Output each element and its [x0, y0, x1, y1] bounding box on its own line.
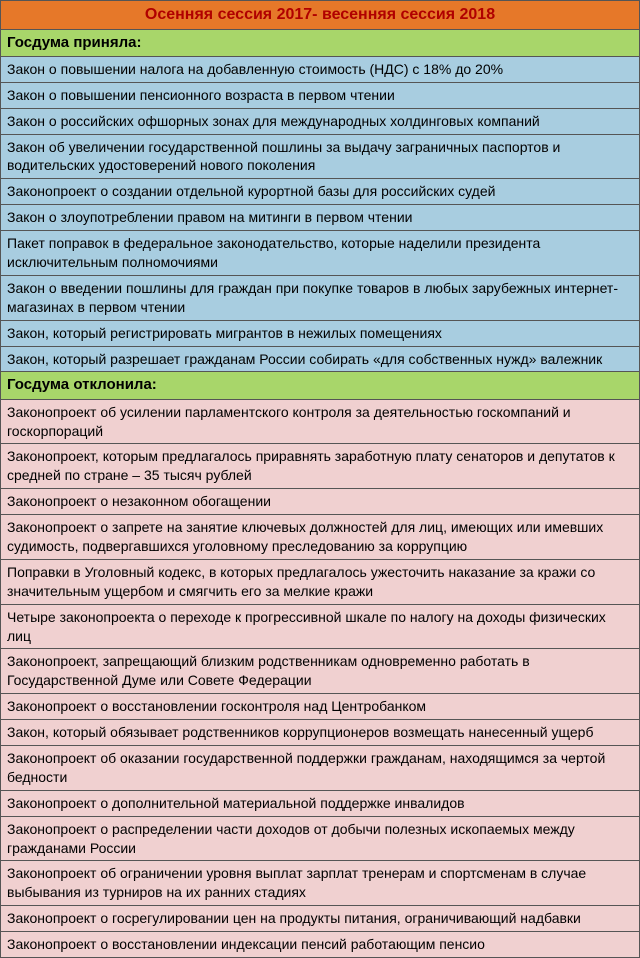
accepted-row: Закон, который разрешает гражданам Росси… [1, 346, 640, 372]
rejected-row: Закон, который обязывает родственников к… [1, 720, 640, 746]
laws-table: Осенняя сессия 2017- весенняя сессия 201… [0, 0, 640, 958]
rejected-row: Законопроект о распределении части доход… [1, 816, 640, 861]
section-accepted-header: Госдума приняла: [1, 29, 640, 56]
rejected-row: Законопроект, которым предлагалось прира… [1, 444, 640, 489]
rejected-row: Законопроект, запрещающий близким родств… [1, 649, 640, 694]
rejected-row: Законопроект о дополнительной материальн… [1, 790, 640, 816]
rejected-row: Законопроект об ограничении уровня выпла… [1, 861, 640, 906]
rejected-row: Четыре законопроекта о переходе к прогре… [1, 604, 640, 649]
accepted-row: Пакет поправок в федеральное законодател… [1, 231, 640, 276]
accepted-row: Закон о российских офшорных зонах для ме… [1, 108, 640, 134]
rejected-row: Законопроект о восстановлении госконтрол… [1, 694, 640, 720]
rejected-row: Поправки в Уголовный кодекс, в которых п… [1, 559, 640, 604]
accepted-row: Закон, который регистрировать мигрантов … [1, 320, 640, 346]
table-title: Осенняя сессия 2017- весенняя сессия 201… [1, 1, 640, 30]
rejected-row: Законопроект о госрегулировании цен на п… [1, 906, 640, 932]
section-rejected-header: Госдума отклонила: [1, 372, 640, 399]
rejected-row: Законопроект об усилении парламентского … [1, 399, 640, 444]
rejected-row: Законопроект о запрете на занятие ключев… [1, 515, 640, 560]
accepted-row: Закон о повышении пенсионного возраста в… [1, 82, 640, 108]
accepted-row: Закон о злоупотреблении правом на митинг… [1, 205, 640, 231]
accepted-row: Закон об увеличении государственной пошл… [1, 134, 640, 179]
rejected-row: Законопроект об оказании государственной… [1, 746, 640, 791]
rejected-row: Законопроект о незаконном обогащении [1, 489, 640, 515]
accepted-row: Законопроект о создании отдельной курорт… [1, 179, 640, 205]
rejected-row: Законопроект о восстановлении индексации… [1, 932, 640, 958]
accepted-row: Закон о повышении налога на добавленную … [1, 56, 640, 82]
accepted-row: Закон о введении пошлины для граждан при… [1, 275, 640, 320]
